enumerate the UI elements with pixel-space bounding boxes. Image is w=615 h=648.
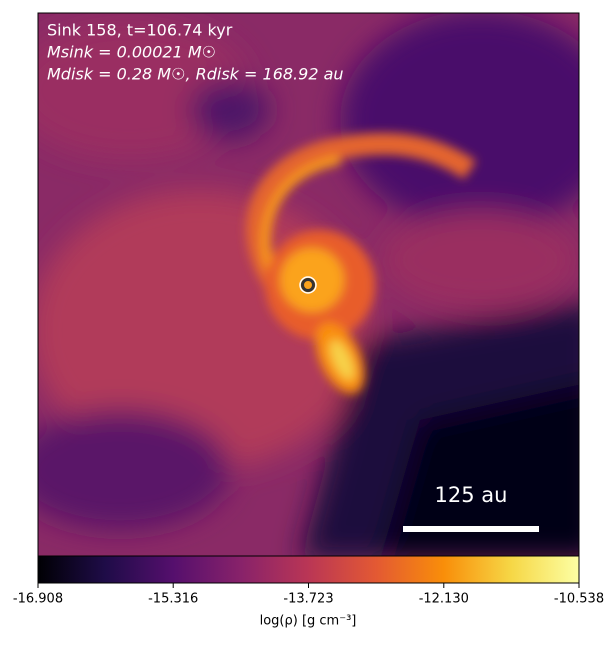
- annotation: Mdisk = 0.28 M☉, Rdisk = 168.92 au: [47, 65, 344, 84]
- density-map: [38, 13, 579, 556]
- colorbar-tick-label: -15.316: [148, 592, 198, 607]
- scale-bar: [403, 526, 539, 532]
- annotation: Sink 158, t=106.74 kyr: [47, 21, 233, 40]
- colorbar-tick-label: -16.908: [13, 592, 63, 607]
- scale-bar-label: 125 au: [435, 483, 508, 507]
- colorbar: [37, 555, 580, 584]
- colorbar-tick-label: -12.130: [419, 592, 469, 607]
- colorbar-label: log(ρ) [g cm⁻³]: [260, 614, 357, 629]
- annotation: Msink = 0.00021 M☉: [47, 43, 216, 62]
- sink-marker-ring: [299, 276, 317, 294]
- sink-marker: [301, 278, 315, 292]
- colorbar-tick-label: -10.538: [554, 592, 604, 607]
- colorbar-tick-label: -13.723: [283, 592, 333, 607]
